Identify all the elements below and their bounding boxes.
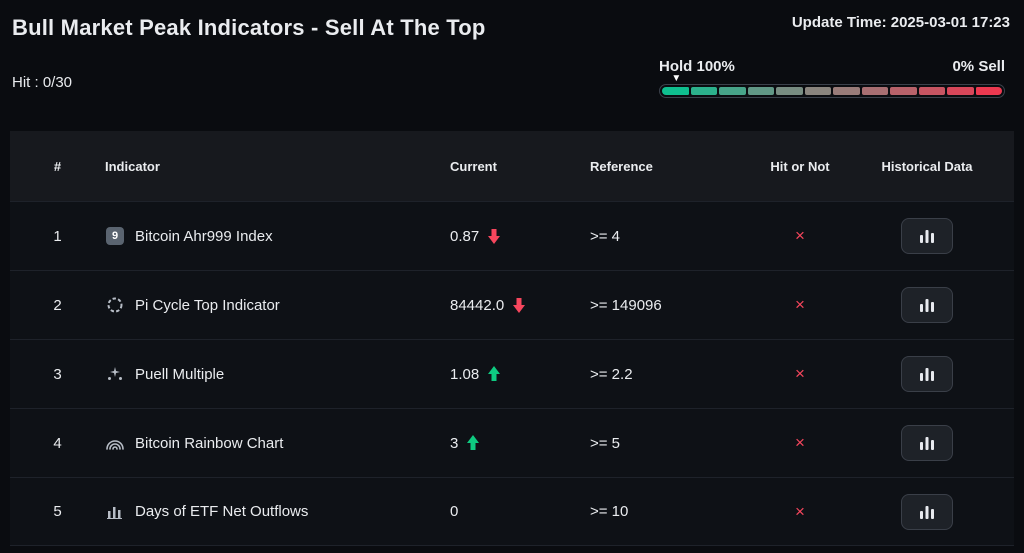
etf-bars-icon	[105, 505, 125, 519]
gauge-track	[659, 84, 1005, 98]
hit-cross-icon: ×	[795, 226, 805, 245]
column-header-current: Current	[450, 158, 497, 174]
bar-chart-icon	[920, 230, 934, 243]
pi-cycle-icon	[105, 296, 125, 314]
trend-up-icon	[487, 367, 500, 381]
historical-data-button[interactable]	[901, 218, 953, 254]
bar-chart-icon	[920, 299, 934, 312]
hit-cross-icon: ×	[795, 501, 805, 521]
ahr999-badge-icon: 9	[105, 227, 125, 245]
reference-value: >= 5	[590, 434, 621, 452]
indicator-name: Days of ETF Net Outflows	[135, 503, 309, 520]
row-number: 2	[53, 296, 62, 314]
column-header-hit: Hit or Not	[770, 158, 830, 174]
table-row: 4 Bitcoin Rainbow Chart 3 >= 5 ×	[10, 408, 1014, 477]
page-title: Bull Market Peak Indicators - Sell At Th…	[12, 15, 486, 40]
table-row: 5 Days of ETF Net Outflows 0 >= 10 ×	[10, 477, 1014, 546]
row-number: 4	[53, 434, 62, 452]
historical-data-button[interactable]	[901, 425, 953, 461]
page-header: Bull Market Peak Indicators - Sell At Th…	[0, 0, 1024, 131]
table-row: 2 Pi Cycle Top Indicator 84442.0 >= 1490…	[10, 270, 1014, 339]
reference-value: >= 4	[590, 227, 621, 245]
sell-label: 0% Sell	[952, 58, 1005, 75]
bar-chart-icon	[920, 505, 934, 519]
trend-up-icon	[466, 436, 479, 450]
bar-chart-icon	[920, 368, 934, 381]
column-header-historical: Historical Data	[881, 158, 973, 174]
column-header-reference: Reference	[590, 158, 653, 174]
table-header: # Indicator Current Reference Hit or Not…	[10, 131, 1014, 201]
puell-sparkles-icon	[105, 366, 125, 382]
row-number: 3	[53, 365, 62, 383]
hit-cross-icon: ×	[795, 364, 805, 383]
row-number: 5	[53, 503, 62, 520]
table-row: 1 9 Bitcoin Ahr999 Index 0.87 >= 4 ×	[10, 201, 1014, 270]
current-value: 84442.0	[450, 296, 505, 314]
indicator-name: Bitcoin Ahr999 Index	[135, 227, 273, 245]
hit-cross-icon: ×	[795, 295, 805, 314]
reference-value: >= 10	[590, 503, 629, 520]
historical-data-button[interactable]	[901, 493, 953, 530]
indicator-name: Pi Cycle Top Indicator	[135, 296, 280, 314]
hit-counter: Hit : 0/30	[12, 74, 73, 91]
historical-data-button[interactable]	[901, 287, 953, 323]
hit-cross-icon: ×	[795, 433, 805, 452]
hold-label: Hold 100%	[659, 58, 735, 75]
hold-sell-gauge: Hold 100% 0% Sell ▼	[659, 58, 1005, 98]
trend-down-icon	[487, 229, 500, 243]
reference-value: >= 2.2	[590, 365, 633, 383]
indicators-table: # Indicator Current Reference Hit or Not…	[10, 131, 1014, 546]
historical-data-button[interactable]	[901, 356, 953, 392]
row-number: 1	[53, 227, 62, 245]
gauge-marker-icon: ▼	[671, 73, 682, 84]
current-value: 0	[450, 503, 459, 520]
rainbow-icon	[105, 437, 125, 450]
indicator-name: Puell Multiple	[135, 365, 225, 383]
column-header-num: #	[53, 158, 62, 174]
reference-value: >= 149096	[590, 296, 662, 314]
current-value: 1.08	[450, 365, 480, 383]
bar-chart-icon	[920, 437, 934, 450]
current-value: 0.87	[450, 227, 480, 245]
indicator-name: Bitcoin Rainbow Chart	[135, 434, 284, 452]
trend-down-icon	[512, 298, 525, 312]
update-time: Update Time: 2025-03-01 17:23	[791, 14, 1010, 31]
trend-none	[466, 505, 479, 519]
table-row: 3 Puell Multiple 1.08 >= 2.2 ×	[10, 339, 1014, 408]
current-value: 3	[450, 434, 459, 452]
column-header-indicator: Indicator	[105, 158, 160, 174]
